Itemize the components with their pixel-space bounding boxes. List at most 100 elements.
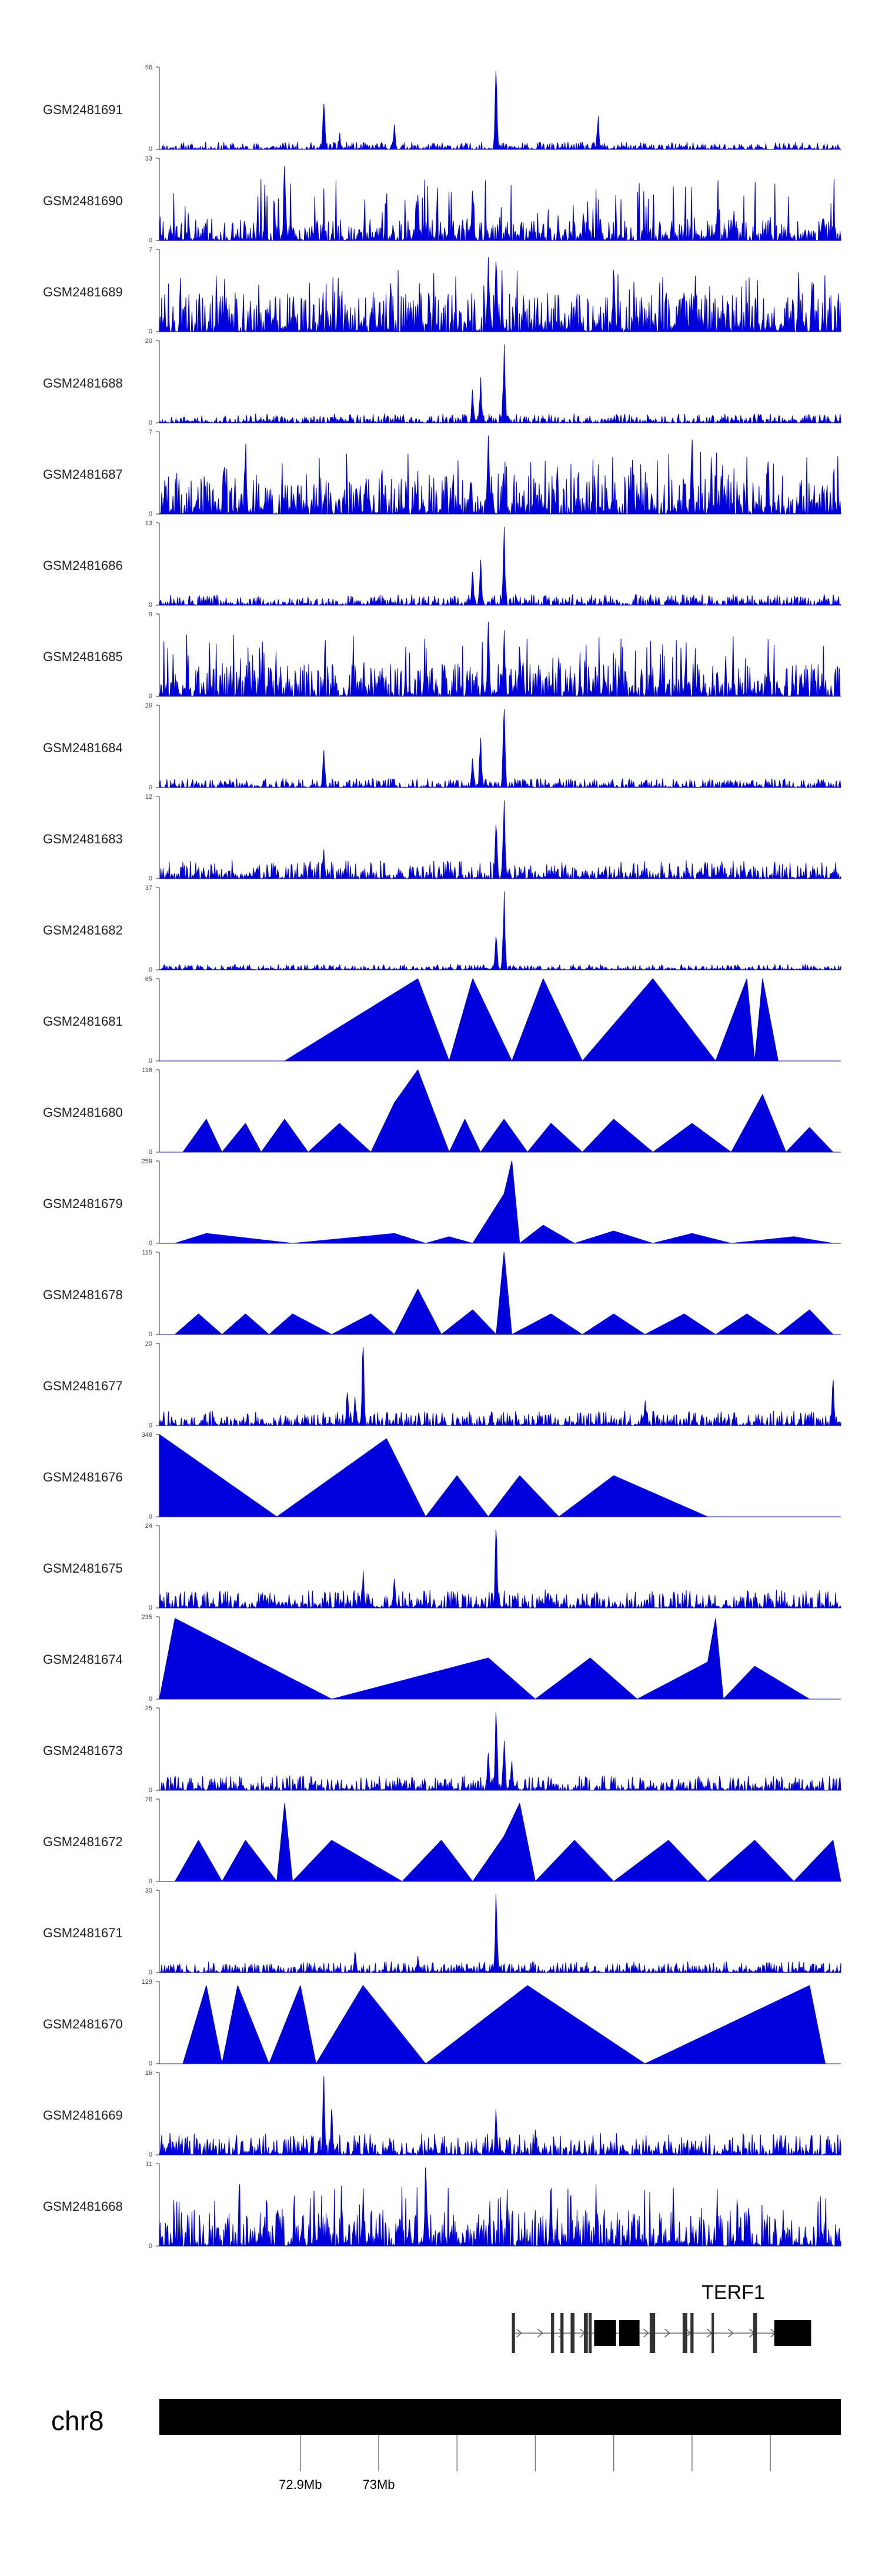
track-label: GSM2481668 <box>43 2199 123 2214</box>
track-GSM2481690: GSM2481690 33 0 <box>43 155 841 244</box>
track-ymax-label: 65 <box>145 976 152 983</box>
track-GSM2481691: GSM2481691 56 0 <box>43 64 841 153</box>
strand-arrow-icon <box>516 2328 522 2338</box>
track-label: GSM2481685 <box>43 649 123 664</box>
track-label: GSM2481672 <box>43 1834 123 1849</box>
track-ymin-label: 0 <box>149 2243 152 2250</box>
coverage-area <box>182 1985 826 2064</box>
axis-tick-label: 72.9Mb <box>279 2477 322 2492</box>
coverage-area <box>175 1803 841 1882</box>
gene-exon <box>584 2313 588 2353</box>
coverage-area <box>159 166 841 241</box>
track-GSM2481677: GSM2481677 20 0 <box>43 1340 841 1429</box>
track-ymin-label: 0 <box>149 328 152 335</box>
track-ymax-label: 9 <box>149 611 152 618</box>
track-GSM2481689: GSM2481689 7 0 <box>43 246 841 335</box>
track-GSM2481670: GSM2481670 129 0 <box>43 1978 841 2067</box>
gene-exon <box>560 2313 564 2353</box>
track-label: GSM2481691 <box>43 102 123 117</box>
track-label: GSM2481673 <box>43 1743 123 1758</box>
gene-exon <box>594 2320 616 2346</box>
axis-tick-label: 73Mb <box>362 2477 395 2492</box>
track-ymax-label: 116 <box>142 1067 152 1074</box>
track-GSM2481674: GSM2481674 235 0 <box>43 1614 841 1703</box>
coverage-area <box>159 526 841 606</box>
track-label: GSM2481687 <box>43 467 123 482</box>
track-ymax-label: 129 <box>142 1978 152 1986</box>
gene-track: TERF1 <box>512 2281 811 2353</box>
track-ymax-label: 7 <box>149 246 152 253</box>
track-ymin-label: 0 <box>149 1696 152 1703</box>
track-label: GSM2481684 <box>43 740 123 755</box>
coverage-area <box>159 1434 708 1517</box>
gene-exon <box>551 2313 554 2353</box>
gene-exon <box>774 2320 811 2346</box>
track-ymin-label: 0 <box>149 237 152 244</box>
track-ymax-label: 20 <box>145 338 152 345</box>
track-GSM2481684: GSM2481684 26 0 <box>43 702 841 791</box>
track-GSM2481680: GSM2481680 116 0 <box>43 1067 841 1156</box>
track-ymin-label: 0 <box>149 1149 152 1156</box>
gene-exon <box>690 2313 694 2353</box>
coverage-area <box>159 800 841 879</box>
gene-exon <box>682 2313 687 2353</box>
track-ymin-label: 0 <box>149 1422 152 1429</box>
track-ymax-label: 33 <box>145 155 152 162</box>
track-ymax-label: 13 <box>145 520 152 527</box>
track-label: GSM2481677 <box>43 1379 123 1393</box>
track-label: GSM2481679 <box>43 1196 123 1211</box>
coverage-area <box>159 71 841 150</box>
coverage-area <box>159 622 841 697</box>
track-ymax-label: 16 <box>145 2070 152 2077</box>
track-ymin-label: 0 <box>149 1331 152 1338</box>
strand-arrow-icon <box>537 2328 543 2338</box>
track-ymax-label: 30 <box>145 1887 152 1894</box>
track-label: GSM2481670 <box>43 2017 123 2031</box>
track-label: GSM2481683 <box>43 832 123 846</box>
track-label: GSM2481686 <box>43 558 123 573</box>
track-ymin-label: 0 <box>149 1969 152 1976</box>
track-ymin-label: 0 <box>149 1604 152 1611</box>
coverage-area <box>159 344 841 423</box>
track-ymax-label: 259 <box>142 1158 152 1165</box>
track-label: GSM2481669 <box>43 2108 123 2123</box>
track-ymin-label: 0 <box>149 419 152 426</box>
coverage-area <box>159 257 841 332</box>
track-GSM2481678: GSM2481678 115 0 <box>43 1249 841 1338</box>
track-ymin-label: 0 <box>149 602 152 609</box>
track-GSM2481671: GSM2481671 30 0 <box>43 1887 841 1976</box>
chromosome-bar <box>159 2399 841 2435</box>
track-ymin-label: 0 <box>149 146 152 153</box>
coverage-area <box>159 891 841 970</box>
track-label: GSM2481680 <box>43 1105 123 1120</box>
track-GSM2481681: GSM2481681 65 0 <box>43 976 841 1065</box>
gene-exon <box>512 2313 515 2353</box>
track-GSM2481683: GSM2481683 12 0 <box>43 793 841 882</box>
coverage-area <box>159 1618 810 1700</box>
track-ymin-label: 0 <box>149 2060 152 2067</box>
track-ymax-label: 25 <box>145 1705 152 1712</box>
track-ymax-label: 20 <box>145 1340 152 1347</box>
track-ymin-label: 0 <box>149 510 152 518</box>
track-ymax-label: 115 <box>142 1249 152 1256</box>
track-ymax-label: 26 <box>145 702 152 709</box>
gene-exon <box>619 2320 640 2346</box>
coverage-area <box>159 2167 841 2247</box>
track-ymax-label: 56 <box>145 64 152 71</box>
coverage-area <box>182 1069 834 1153</box>
track-label: GSM2481690 <box>43 193 123 208</box>
track-ymin-label: 0 <box>149 2151 152 2158</box>
coverage-tracks: GSM2481691560GSM2481690330GSM248168970GS… <box>43 64 841 2250</box>
track-GSM2481685: GSM2481685 9 0 <box>43 611 841 700</box>
gene-label: TERF1 <box>701 2281 765 2304</box>
track-ymax-label: 24 <box>145 1523 152 1530</box>
track-ymax-label: 235 <box>142 1614 152 1621</box>
strand-arrow-icon <box>643 2328 649 2338</box>
track-GSM2481679: GSM2481679 259 0 <box>43 1158 841 1247</box>
track-ymin-label: 0 <box>149 784 152 791</box>
track-ymax-label: 12 <box>145 793 152 800</box>
track-ymax-label: 348 <box>142 1432 152 1439</box>
track-label: GSM2481671 <box>43 1926 123 1940</box>
coverage-area <box>159 2076 841 2155</box>
